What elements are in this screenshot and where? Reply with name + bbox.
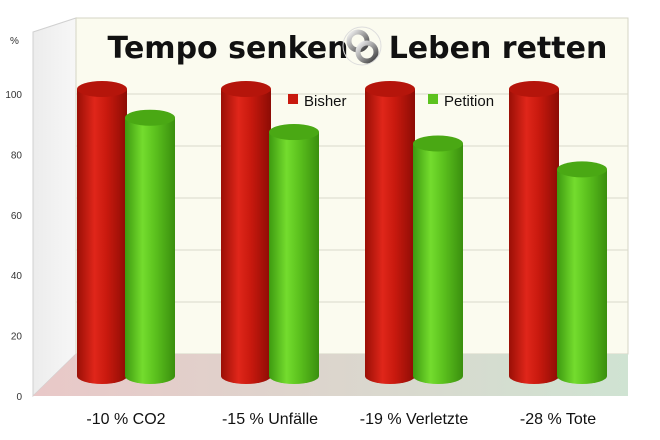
bar-body [413,143,463,384]
y-axis-unit: % [10,36,19,47]
y-axis-ticks: 0 20 40 60 80 100 [5,90,22,403]
bar-body [509,89,559,384]
legend-label-bisher: Bisher [304,93,347,110]
bar-bisher-1 [77,81,127,384]
bar-body [557,169,607,384]
bar-petition-2 [269,124,319,384]
bar-body [365,89,415,384]
bar-petition-1 [125,109,175,384]
bar-petition-3 [413,135,463,384]
x-axis-categories: -10 % CO2 -15 % Unfälle -19 % Verletzte -28… [86,411,596,428]
y-tick-label: 40 [11,271,23,282]
title-left: Tempo senken [107,31,348,66]
legend: Bisher Petition [288,93,494,110]
chart-title: Tempo senken Leben retten [107,26,608,66]
y-tick-label: 100 [5,90,22,101]
bar-top [77,81,127,97]
bar-bisher-4 [509,81,559,384]
bar-top [413,135,463,152]
x-category-label: -19 % Verletzte [360,411,469,428]
bars [77,81,607,384]
legend-label-petition: Petition [444,93,494,110]
bar-bisher-3 [365,81,415,384]
title-right: Leben retten [389,31,608,66]
bar-bisher-2 [221,81,271,384]
bar-body [269,132,319,384]
bar-top [509,81,559,97]
bar-top [125,109,175,126]
bar-body [221,89,271,384]
y-tick-label: 0 [16,392,22,403]
x-category-label: -28 % Tote [520,411,596,428]
y-tick-label: 60 [11,211,23,222]
legend-swatch-bisher [288,94,298,104]
bar-top [365,81,415,97]
y-tick-label: 80 [11,150,23,161]
bar-petition-4 [557,161,607,384]
bar-top [269,124,319,141]
floor [33,354,628,396]
linked-rings-icon [342,26,382,66]
bar-body [125,117,175,384]
legend-swatch-petition [428,94,438,104]
left-wall [32,17,77,398]
x-category-label: -15 % Unfälle [222,411,318,428]
bar-top [221,81,271,97]
bar-top [557,161,607,178]
y-tick-label: 20 [11,332,23,343]
x-category-label: -10 % CO2 [86,411,165,428]
bar-body [77,89,127,384]
